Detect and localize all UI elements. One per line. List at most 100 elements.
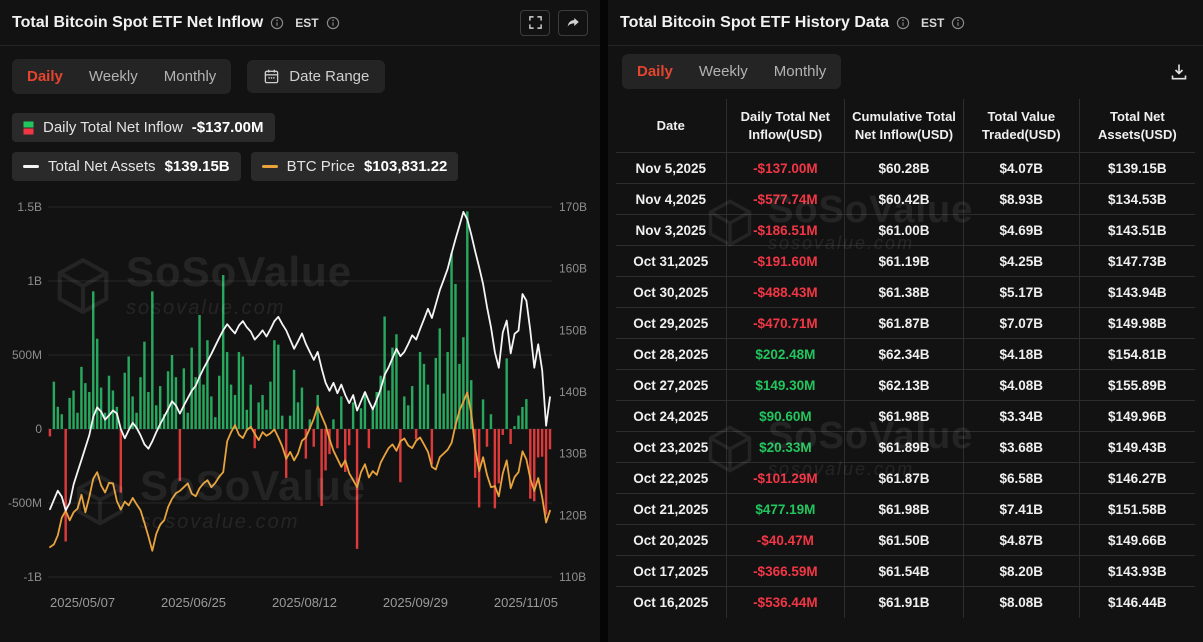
table-cell: $60.28B	[844, 152, 964, 185]
table-cell: $139.15B	[1078, 152, 1196, 185]
table-cell: Oct 30,2025	[615, 276, 727, 309]
table-cell: $134.53B	[1078, 183, 1196, 216]
table-cell: $4.08B	[962, 369, 1080, 402]
table-cell: $62.13B	[844, 369, 964, 402]
legend-value: $103,831.22	[363, 158, 448, 175]
table-cell: -$366.59M	[725, 555, 846, 588]
table-cell: $3.68B	[962, 431, 1080, 464]
table-cell: Oct 27,2025	[615, 369, 727, 402]
share-icon	[567, 18, 579, 27]
table-cell: -$488.43M	[725, 276, 846, 309]
table-toolbar: Daily Weekly Monthly	[608, 46, 1203, 95]
share-button[interactable]	[558, 9, 588, 36]
timezone-label: EST	[921, 15, 945, 30]
etf-net-inflow-chart[interactable]: 1.5B 1B 500M 0 -500M -1B 170B 160B 150B 140B 130B 1…	[4, 195, 596, 593]
legend-total-net-assets[interactable]: Total Net Assets $139.15B	[12, 152, 241, 181]
table-cell: -$191.60M	[725, 245, 846, 278]
table-cell: $7.41B	[962, 493, 1080, 526]
table-cell: Oct 16,2025	[615, 586, 727, 619]
table-cell: Nov 4,2025	[615, 183, 727, 216]
legend-daily-net-inflow[interactable]: Daily Total Net Inflow -$137.00M	[12, 113, 275, 142]
svg-text:-1B: -1B	[23, 570, 42, 584]
table-cell: Oct 20,2025	[615, 524, 727, 557]
table-cell: $4.18B	[962, 338, 1080, 371]
table-cell: $4.07B	[962, 152, 1080, 185]
chart-area[interactable]: 1.5B 1B 500M 0 -500M -1B 170B 160B 150B 140B 130B 1…	[0, 193, 600, 610]
svg-text:140B: 140B	[559, 385, 587, 399]
table-row: Oct 24,2025 $90.60M $61.98B $3.34B $149.96B	[615, 400, 1196, 433]
table-cell: $61.50B	[844, 524, 964, 557]
svg-text:130B: 130B	[559, 447, 587, 461]
table-cell: $61.00B	[844, 214, 964, 247]
table-cell: Oct 31,2025	[615, 245, 727, 278]
table-cell: $61.87B	[844, 462, 964, 495]
table-cell: $7.07B	[962, 307, 1080, 340]
chart-legend: Daily Total Net Inflow -$137.00M Total N…	[0, 103, 600, 193]
table-row: Oct 28,2025 $202.48M $62.34B $4.18B $154.81B	[615, 338, 1196, 371]
fullscreen-button[interactable]	[520, 9, 550, 36]
table-title: Total Bitcoin Spot ETF History Data	[620, 13, 890, 31]
table-cell: -$40.47M	[725, 524, 846, 557]
history-table: Date Daily Total Net Inflow(USD) Cumulativ…	[615, 98, 1196, 619]
table-row: Oct 20,2025 -$40.47M $61.50B $4.87B $149.66B	[615, 524, 1196, 557]
table-cell: $20.33M	[725, 431, 846, 464]
table-cell: $3.34B	[962, 400, 1080, 433]
table-cell: $90.60M	[725, 400, 846, 433]
x-axis-tick-label: 2025/11/05	[493, 595, 558, 610]
info-icon[interactable]	[270, 16, 284, 30]
table-cell: $4.25B	[962, 245, 1080, 278]
table-cell: $143.51B	[1078, 214, 1196, 247]
table-cell: $61.98B	[844, 493, 964, 526]
download-icon	[1171, 64, 1187, 79]
svg-text:0: 0	[35, 422, 42, 436]
table-row: Oct 16,2025 -$536.44M $61.91B $8.08B $146.44…	[615, 586, 1196, 619]
svg-text:110B: 110B	[559, 570, 586, 584]
table-cell: $5.17B	[962, 276, 1080, 309]
chart-panel-header: Total Bitcoin Spot ETF Net Inflow EST	[0, 0, 600, 46]
svg-text:120B: 120B	[559, 508, 587, 522]
chart-tab-daily[interactable]: Daily	[27, 68, 63, 85]
info-icon[interactable]	[326, 16, 340, 30]
table-row: Nov 5,2025 -$137.00M $60.28B $4.07B $139.15B	[615, 152, 1196, 185]
table-tab-daily[interactable]: Daily	[637, 63, 673, 80]
x-axis-labels: 2025/05/07 2025/06/25 2025/08/12 2025/09/29…	[4, 593, 596, 610]
table-period-tabs: Daily Weekly Monthly	[622, 54, 842, 89]
svg-text:150B: 150B	[559, 323, 587, 337]
table-cell: $477.19M	[725, 493, 846, 526]
table-cell: $4.87B	[962, 524, 1080, 557]
table-row: Oct 29,2025 -$470.71M $61.87B $7.07B $149.98…	[615, 307, 1196, 340]
download-button[interactable]	[1169, 62, 1189, 82]
chart-tab-weekly[interactable]: Weekly	[88, 68, 138, 85]
table-cell: $61.89B	[844, 431, 964, 464]
table-cell: -$536.44M	[725, 586, 846, 619]
table-panel-header: Total Bitcoin Spot ETF History Data EST	[608, 0, 1203, 46]
legend-btc-price[interactable]: BTC Price $103,831.22	[250, 152, 459, 181]
table-cell: $61.38B	[844, 276, 964, 309]
info-icon[interactable]	[896, 16, 910, 30]
chart-toolbar: Daily Weekly Monthly Date Range	[0, 46, 600, 103]
table-cell: $151.58B	[1078, 493, 1196, 526]
table-tab-weekly[interactable]: Weekly	[698, 63, 748, 80]
table-tab-monthly[interactable]: Monthly	[773, 63, 827, 80]
info-icon[interactable]	[951, 16, 965, 30]
table-cell: Oct 22,2025	[615, 462, 727, 495]
table-cell: $143.93B	[1078, 555, 1196, 588]
table-cell: -$577.74M	[725, 183, 846, 216]
legend-label: Total Net Assets	[48, 158, 156, 175]
table-cell: $149.30M	[725, 369, 846, 402]
table-cell: $61.87B	[844, 307, 964, 340]
table-cell: $143.94B	[1078, 276, 1196, 309]
legend-label: BTC Price	[286, 158, 355, 175]
chart-tab-monthly[interactable]: Monthly	[163, 68, 217, 85]
table-cell: Oct 28,2025	[615, 338, 727, 371]
date-range-button[interactable]: Date Range	[247, 60, 386, 93]
table-cell: $155.89B	[1078, 369, 1196, 402]
table-cell: $149.43B	[1078, 431, 1196, 464]
date-range-label: Date Range	[289, 68, 370, 85]
table-cell: $149.98B	[1078, 307, 1196, 340]
chart-period-tabs: Daily Weekly Monthly	[12, 59, 232, 94]
legend-value: -$137.00M	[191, 119, 264, 136]
table-cell: Nov 3,2025	[615, 214, 727, 247]
table-cell: $149.66B	[1078, 524, 1196, 557]
history-data-panel: Total Bitcoin Spot ETF History Data EST …	[608, 0, 1203, 642]
